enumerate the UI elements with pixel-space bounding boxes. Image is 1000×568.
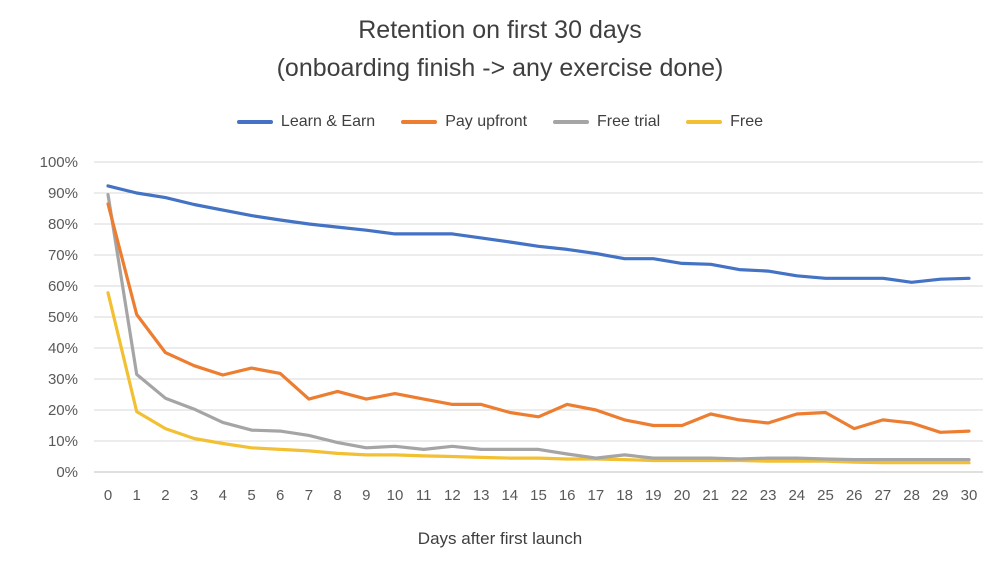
x-tick-label: 4 xyxy=(219,487,227,504)
legend-label: Pay upfront xyxy=(445,113,528,130)
legend-swatch xyxy=(686,120,723,124)
x-tick-label: 22 xyxy=(731,487,748,504)
x-tick-label: 17 xyxy=(588,487,605,504)
y-tick-label: 70% xyxy=(48,247,78,264)
chart-legend: Learn & Earn Pay upfront Free trial Free xyxy=(0,113,1000,131)
x-tick-label: 14 xyxy=(501,487,518,504)
x-tick-label: 30 xyxy=(961,487,978,504)
x-tick-label: 28 xyxy=(903,487,920,504)
legend-item-free: Free xyxy=(686,113,763,131)
x-tick-label: 24 xyxy=(788,487,805,504)
y-tick-label: 0% xyxy=(56,464,78,481)
legend-swatch xyxy=(236,120,273,124)
x-tick-label: 6 xyxy=(276,487,284,504)
y-tick-label: 60% xyxy=(48,278,78,295)
legend-swatch xyxy=(401,120,438,124)
x-tick-label: 10 xyxy=(387,487,404,504)
x-tick-label: 20 xyxy=(674,487,691,504)
y-tick-label: 10% xyxy=(48,433,78,450)
x-tick-label: 9 xyxy=(362,487,370,504)
x-tick-label: 12 xyxy=(444,487,461,504)
legend-item-pay-upfront: Pay upfront xyxy=(401,113,527,131)
y-tick-label: 50% xyxy=(48,309,78,326)
x-axis-title: Days after first launch xyxy=(417,529,583,548)
x-tick-label: 23 xyxy=(760,487,777,504)
x-tick-label: 11 xyxy=(416,487,432,504)
x-tick-label: 0 xyxy=(104,487,112,504)
legend-label: Free trial xyxy=(597,113,661,130)
y-tick-label: 90% xyxy=(48,185,78,202)
x-tick-label: 25 xyxy=(817,487,834,504)
legend-label: Learn & Earn xyxy=(280,113,376,130)
x-tick-label: 3 xyxy=(190,487,198,504)
x-tick-label: 27 xyxy=(875,487,892,504)
x-tick-label: 29 xyxy=(932,487,949,504)
x-tick-label: 7 xyxy=(305,487,313,504)
x-tick-label: 26 xyxy=(846,487,863,504)
y-tick-label: 30% xyxy=(48,371,78,388)
legend-item-free-trial: Free trial xyxy=(553,113,660,131)
legend-item-learn-earn: Learn & Earn xyxy=(236,113,376,131)
x-tick-label: 16 xyxy=(559,487,576,504)
series-line-free-trial xyxy=(106,193,971,462)
legend-swatch xyxy=(553,120,590,124)
x-tick-label: 19 xyxy=(645,487,662,504)
y-tick-label: 40% xyxy=(48,340,78,357)
series-line-learn-earn xyxy=(106,184,971,284)
y-tick-label: 80% xyxy=(48,216,78,233)
series-line-pay-upfront xyxy=(106,202,971,434)
x-tick-label: 5 xyxy=(247,487,255,504)
x-tick-label: 1 xyxy=(133,487,141,504)
series-line-free xyxy=(106,291,971,465)
x-tick-label: 15 xyxy=(530,487,547,504)
x-tick-label: 13 xyxy=(473,487,490,504)
chart-subtitle: (onboarding finish -> any exercise done) xyxy=(276,54,724,82)
x-tick-label: 18 xyxy=(616,487,633,504)
chart-title: Retention on first 30 days xyxy=(358,16,642,44)
y-tick-label: 20% xyxy=(48,402,78,419)
x-tick-label: 21 xyxy=(702,487,719,504)
x-tick-label: 2 xyxy=(161,487,169,504)
y-tick-label: 100% xyxy=(40,154,78,171)
legend-label: Free xyxy=(730,113,764,130)
x-tick-label: 8 xyxy=(333,487,341,504)
